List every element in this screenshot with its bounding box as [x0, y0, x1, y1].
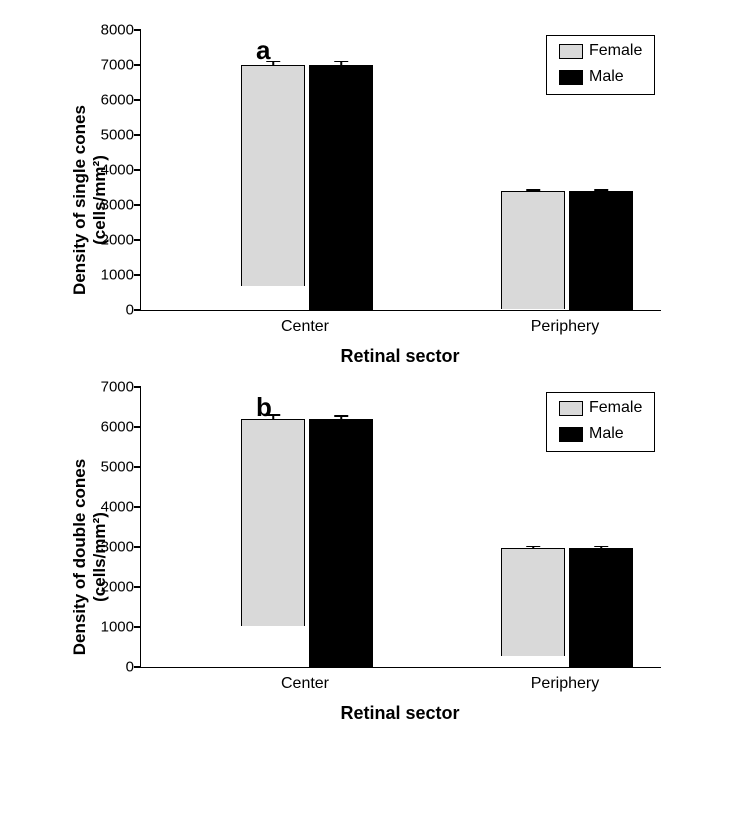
- y-tick-mark: [134, 169, 141, 171]
- x-tick-label: Periphery: [531, 318, 599, 336]
- bar: [309, 419, 373, 667]
- bar-group: [241, 65, 373, 310]
- y-tick-label: 0: [86, 659, 134, 676]
- y-tick-label: 4000: [86, 162, 134, 179]
- legend-swatch: [559, 401, 583, 416]
- bar: [569, 548, 633, 667]
- y-tick-mark: [134, 274, 141, 276]
- error-cap: [594, 189, 608, 191]
- y-tick-mark: [134, 309, 141, 311]
- y-tick-label: 7000: [86, 379, 134, 396]
- y-tick-mark: [134, 64, 141, 66]
- chart-container-a: Density of single cones(cells/mm²)010002…: [20, 30, 718, 367]
- bar: [241, 419, 305, 626]
- y-tick-mark: [134, 386, 141, 388]
- x-axis-label: Retinal sector: [140, 703, 660, 724]
- bar-group: [501, 548, 633, 667]
- error-cap: [266, 414, 280, 416]
- chart: 010002000300040005000600070008000aFemale…: [140, 30, 718, 311]
- y-tick-label: 4000: [86, 499, 134, 516]
- bar-group: [241, 419, 373, 667]
- bar: [309, 65, 373, 310]
- legend-swatch: [559, 427, 583, 442]
- y-tick-label: 5000: [86, 127, 134, 144]
- legend-label: Male: [589, 68, 624, 86]
- legend-label: Male: [589, 425, 624, 443]
- y-tick-label: 6000: [86, 92, 134, 109]
- x-axis-label: Retinal sector: [140, 346, 660, 367]
- y-tick-mark: [134, 666, 141, 668]
- legend-item: Male: [559, 425, 642, 443]
- y-tick-mark: [134, 546, 141, 548]
- error-bar: [272, 414, 274, 420]
- error-bar: [600, 189, 602, 192]
- legend-item: Male: [559, 68, 642, 86]
- error-bar: [532, 189, 534, 192]
- bar: [241, 65, 305, 286]
- y-tick-mark: [134, 626, 141, 628]
- bar: [569, 191, 633, 310]
- plot-area: 010002000300040005000600070008000aFemale…: [140, 30, 661, 311]
- y-tick-mark: [134, 586, 141, 588]
- y-tick-mark: [134, 239, 141, 241]
- y-tick-label: 1000: [86, 267, 134, 284]
- error-bar: [272, 61, 274, 66]
- x-tick-label: Periphery: [531, 675, 599, 693]
- chart-container-b: Density of double cones(cells/mm²)010002…: [20, 387, 718, 724]
- error-bar: [340, 61, 342, 66]
- bar: [501, 548, 565, 655]
- error-bar: [532, 546, 534, 550]
- y-tick-label: 0: [86, 302, 134, 319]
- legend-item: Female: [559, 399, 642, 417]
- y-tick-label: 2000: [86, 232, 134, 249]
- legend-swatch: [559, 44, 583, 59]
- legend: Female Male: [546, 35, 655, 95]
- y-tick-mark: [134, 29, 141, 31]
- y-tick-label: 2000: [86, 579, 134, 596]
- legend-swatch: [559, 70, 583, 85]
- y-tick-label: 7000: [86, 57, 134, 74]
- legend-label: Female: [589, 42, 642, 60]
- y-tick-mark: [134, 99, 141, 101]
- chart: 01000200030004000500060007000bFemaleMale…: [140, 387, 718, 668]
- y-tick-label: 8000: [86, 22, 134, 39]
- error-cap: [334, 415, 348, 417]
- x-tick-label: Center: [281, 675, 329, 693]
- y-tick-label: 5000: [86, 459, 134, 476]
- error-cap: [526, 189, 540, 191]
- bar: [501, 191, 565, 309]
- y-tick-mark: [134, 204, 141, 206]
- x-tick-label: Center: [281, 318, 329, 336]
- error-cap: [334, 61, 348, 63]
- bar-group: [501, 191, 633, 310]
- y-tick-mark: [134, 506, 141, 508]
- error-bar: [600, 546, 602, 550]
- error-cap: [526, 546, 540, 548]
- y-tick-mark: [134, 466, 141, 468]
- y-tick-mark: [134, 134, 141, 136]
- error-cap: [266, 61, 280, 63]
- legend-item: Female: [559, 42, 642, 60]
- y-tick-mark: [134, 426, 141, 428]
- y-tick-label: 3000: [86, 539, 134, 556]
- y-tick-label: 1000: [86, 619, 134, 636]
- plot-area: 01000200030004000500060007000bFemaleMale…: [140, 387, 661, 668]
- legend: Female Male: [546, 392, 655, 452]
- legend-label: Female: [589, 399, 642, 417]
- error-cap: [594, 546, 608, 548]
- y-tick-label: 3000: [86, 197, 134, 214]
- y-tick-label: 6000: [86, 419, 134, 436]
- error-bar: [340, 415, 342, 420]
